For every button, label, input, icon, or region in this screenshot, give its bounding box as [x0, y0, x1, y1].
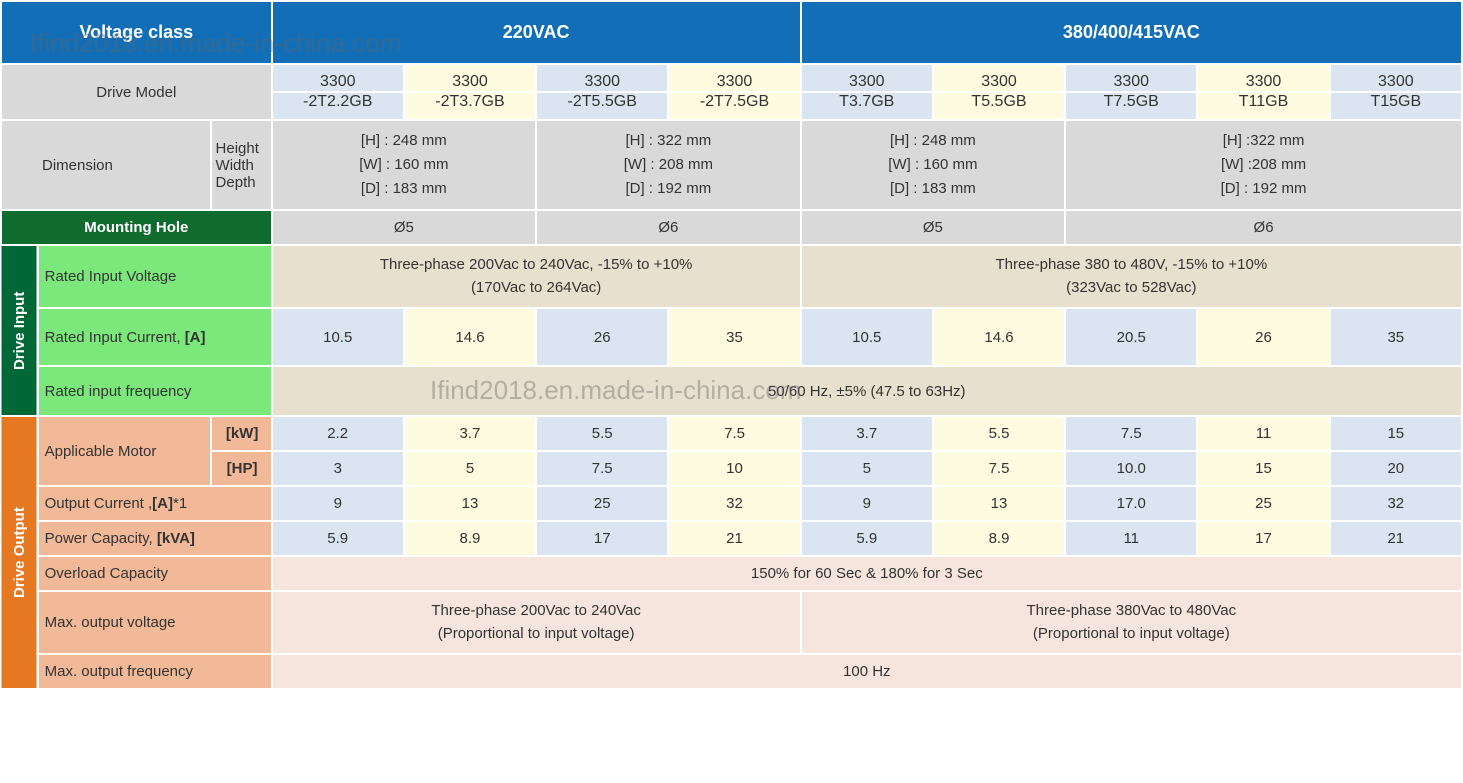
oc-6: 17.0: [1065, 486, 1197, 521]
dim-g2: [H] : 322 mm [W] : 208 mm [D] : 192 mm: [536, 120, 801, 210]
kw-5: 5.5: [933, 416, 1065, 451]
model-top-5: 3300: [933, 64, 1065, 92]
hp-8: 20: [1330, 451, 1462, 486]
pc-8: 21: [1330, 521, 1462, 556]
model-4: T3.7GB: [801, 92, 933, 120]
model-top-8: 3300: [1330, 64, 1462, 92]
kw-7: 11: [1197, 416, 1329, 451]
voltage-class-header: Voltage class: [1, 1, 272, 64]
hp-2: 7.5: [536, 451, 668, 486]
oc-1: 13: [404, 486, 536, 521]
hp-7: 15: [1197, 451, 1329, 486]
pc-0: 5.9: [272, 521, 404, 556]
spec-table: Voltage class 220VAC 380/400/415VAC Driv…: [0, 0, 1463, 690]
dimension-sub: Height Width Depth: [211, 120, 272, 210]
rated-input-freq-val: 50/60 Hz, ±5% (47.5 to 63Hz): [272, 366, 1462, 416]
pc-6: 11: [1065, 521, 1197, 556]
input-current-4: 10.5: [801, 308, 933, 366]
input-current-8: 35: [1330, 308, 1462, 366]
mounting-2: Ø5: [801, 210, 1066, 245]
model-6: T7.5GB: [1065, 92, 1197, 120]
model-8: T15GB: [1330, 92, 1462, 120]
kw-3: 7.5: [668, 416, 800, 451]
rated-input-voltage-label: Rated Input Voltage: [38, 245, 272, 308]
oc-5: 13: [933, 486, 1065, 521]
drive-output-section: Drive Output: [1, 416, 38, 689]
voltage-380-header: 380/400/415VAC: [801, 1, 1462, 64]
model-top-7: 3300: [1197, 64, 1329, 92]
hp-6: 10.0: [1065, 451, 1197, 486]
pc-5: 8.9: [933, 521, 1065, 556]
model-top-2: 3300: [536, 64, 668, 92]
input-current-5: 14.6: [933, 308, 1065, 366]
model-top-6: 3300: [1065, 64, 1197, 92]
rated-input-voltage-380: Three-phase 380 to 480V, -15% to +10% (3…: [801, 245, 1462, 308]
pc-7: 17: [1197, 521, 1329, 556]
oc-3: 32: [668, 486, 800, 521]
max-output-freq-val: 100 Hz: [272, 654, 1462, 689]
hp-3: 10: [668, 451, 800, 486]
overload-label: Overload Capacity: [38, 556, 272, 591]
oc-0: 9: [272, 486, 404, 521]
input-current-2: 26: [536, 308, 668, 366]
pc-2: 17: [536, 521, 668, 556]
dim-g4: [H] :322 mm [W] :208 mm [D] : 192 mm: [1065, 120, 1462, 210]
input-current-3: 35: [668, 308, 800, 366]
model-0: -2T2.2GB: [272, 92, 404, 120]
overload-val: 150% for 60 Sec & 180% for 3 Sec: [272, 556, 1462, 591]
hp-0: 3: [272, 451, 404, 486]
model-2: -2T5.5GB: [536, 92, 668, 120]
model-7: T11GB: [1197, 92, 1329, 120]
drive-model-label: Drive Model: [1, 64, 272, 120]
oc-7: 25: [1197, 486, 1329, 521]
input-current-7: 26: [1197, 308, 1329, 366]
max-output-voltage-380: Three-phase 380Vac to 480Vac (Proportion…: [801, 591, 1462, 654]
oc-4: 9: [801, 486, 933, 521]
model-top-3: 3300: [668, 64, 800, 92]
model-top-4: 3300: [801, 64, 933, 92]
kw-8: 15: [1330, 416, 1462, 451]
max-output-voltage-220: Three-phase 200Vac to 240Vac (Proportion…: [272, 591, 801, 654]
input-current-6: 20.5: [1065, 308, 1197, 366]
rated-input-voltage-220: Three-phase 200Vac to 240Vac, -15% to +1…: [272, 245, 801, 308]
dim-g3: [H] : 248 mm [W] : 160 mm [D] : 183 mm: [801, 120, 1066, 210]
kw-6: 7.5: [1065, 416, 1197, 451]
kw-unit: [kW]: [211, 416, 272, 451]
rated-input-current-label: Rated Input Current, [A]: [38, 308, 272, 366]
hp-unit: [HP]: [211, 451, 272, 486]
hp-4: 5: [801, 451, 933, 486]
kw-4: 3.7: [801, 416, 933, 451]
oc-2: 25: [536, 486, 668, 521]
mounting-1: Ø6: [536, 210, 801, 245]
mounting-label: Mounting Hole: [1, 210, 272, 245]
hp-1: 5: [404, 451, 536, 486]
model-top-1: 3300: [404, 64, 536, 92]
kw-0: 2.2: [272, 416, 404, 451]
input-current-0: 10.5: [272, 308, 404, 366]
max-output-freq-label: Max. output frequency: [38, 654, 272, 689]
hp-5: 7.5: [933, 451, 1065, 486]
pc-1: 8.9: [404, 521, 536, 556]
oc-8: 32: [1330, 486, 1462, 521]
kw-1: 3.7: [404, 416, 536, 451]
pc-4: 5.9: [801, 521, 933, 556]
voltage-220-header: 220VAC: [272, 1, 801, 64]
applicable-motor-label: Applicable Motor: [38, 416, 211, 486]
pc-3: 21: [668, 521, 800, 556]
model-top-0: 3300: [272, 64, 404, 92]
dimension-label: Dimension: [1, 120, 211, 210]
dim-g1: [H] : 248 mm [W] : 160 mm [D] : 183 mm: [272, 120, 537, 210]
rated-input-freq-label: Rated input frequency: [38, 366, 272, 416]
drive-input-section: Drive Input: [1, 245, 38, 416]
model-1: -2T3.7GB: [404, 92, 536, 120]
model-3: -2T7.5GB: [668, 92, 800, 120]
power-capacity-label: Power Capacity, [kVA]: [38, 521, 272, 556]
max-output-voltage-label: Max. output voltage: [38, 591, 272, 654]
output-current-label: Output Current ,[A]*1: [38, 486, 272, 521]
mounting-0: Ø5: [272, 210, 537, 245]
kw-2: 5.5: [536, 416, 668, 451]
mounting-3: Ø6: [1065, 210, 1462, 245]
model-5: T5.5GB: [933, 92, 1065, 120]
input-current-1: 14.6: [404, 308, 536, 366]
